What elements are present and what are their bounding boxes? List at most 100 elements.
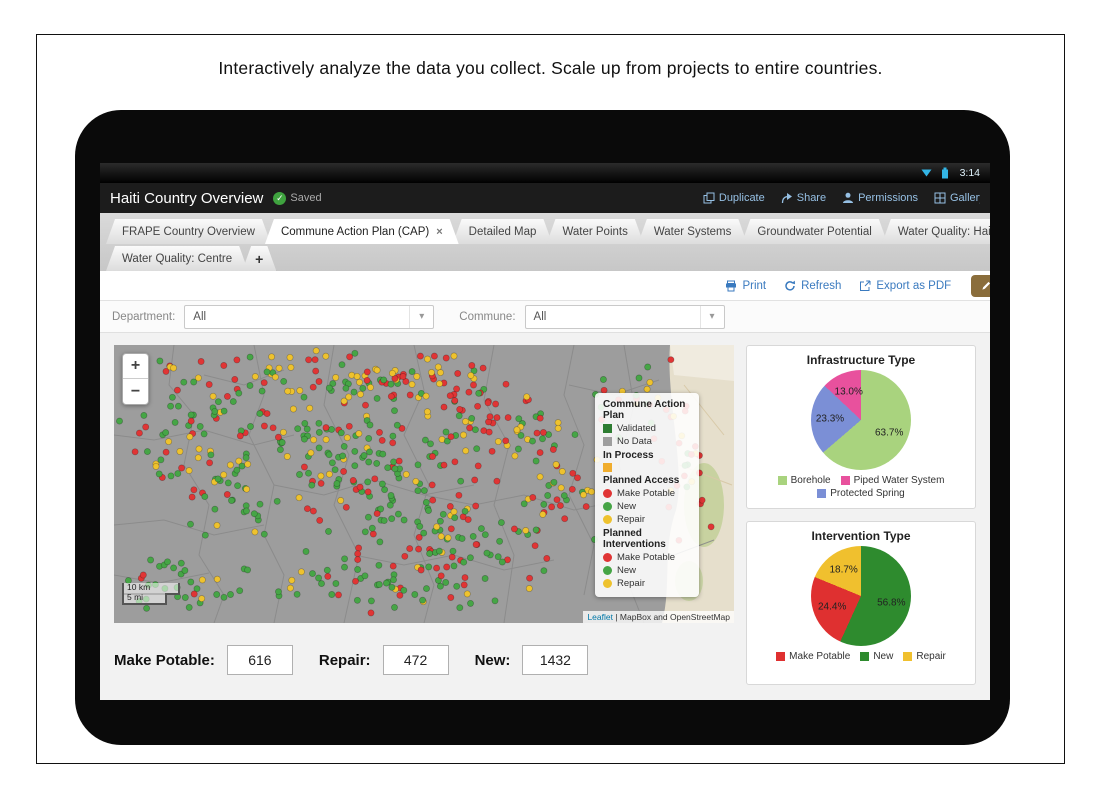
wifi-icon	[921, 169, 932, 177]
chart-legend: Make Potable New Repair	[776, 651, 946, 662]
zoom-control: + −	[122, 353, 149, 405]
app-header: Haiti Country Overview ✓ Saved Duplicate…	[100, 183, 990, 213]
tab-commune-action-plan[interactable]: Commune Action Plan (CAP) ×	[265, 219, 459, 244]
tab-detailed-map[interactable]: Detailed Map	[453, 219, 553, 244]
commune-value: All	[533, 310, 547, 323]
legend-swatch	[817, 489, 827, 498]
chevron-down-icon: ▾	[409, 305, 433, 328]
map-scale: 10 km 5 mi	[122, 583, 180, 605]
pie-percent-label: 56.8%	[877, 597, 906, 609]
commune-select[interactable]: All ▾	[524, 304, 725, 329]
legend-item-pa-repair: Repair	[603, 514, 691, 525]
legend-item-pa-new: New	[603, 501, 691, 512]
legend-label: Borehole	[790, 475, 831, 486]
legend-title-in-process: In Process	[603, 450, 654, 461]
pie-percent-label: 63.7%	[874, 427, 904, 439]
print-label: Print	[742, 279, 767, 292]
stat-new: New: 1432	[475, 645, 589, 675]
pie-percent-label: 18.7%	[829, 564, 858, 576]
legend-dot	[603, 553, 612, 562]
export-pdf-label: Export as PDF	[876, 279, 952, 292]
duplicate-button[interactable]: Duplicate	[703, 192, 765, 204]
zoom-out-button[interactable]: −	[130, 382, 141, 400]
add-tab-icon: +	[255, 250, 264, 267]
pie-legend-item: Make Potable	[776, 651, 850, 662]
battery-icon	[941, 167, 948, 179]
legend-label: Repair	[617, 578, 645, 589]
tab-label: Water Quality: Haiti	[897, 225, 990, 238]
status-bar: 3:14	[100, 163, 990, 183]
tab-label: Water Points	[562, 225, 628, 238]
legend-label: Protected Spring	[830, 488, 905, 499]
legend-title-planned-interventions: Planned Interventions	[603, 528, 666, 550]
saved-check-icon: ✓	[273, 191, 287, 205]
stats-row: Make Potable: 616 Repair: 472 New: 1432	[114, 645, 734, 675]
permissions-label: Permissions	[858, 192, 918, 204]
legend-dot	[603, 502, 612, 511]
legend-dot	[603, 489, 612, 498]
department-select[interactable]: All ▾	[184, 304, 435, 329]
tab-label: Detailed Map	[468, 225, 537, 238]
legend-label: Make Potable	[617, 552, 676, 563]
legend-title-planned-access: Planned Access	[603, 475, 680, 486]
leaflet-link[interactable]: Leaflet	[587, 612, 613, 622]
legend-label: Repair	[617, 514, 645, 525]
tab-water-quality-centre[interactable]: Water Quality: Centre	[106, 246, 248, 271]
add-tab-button[interactable]: +	[242, 246, 276, 271]
pie-percent-label: 13.0%	[834, 386, 863, 398]
share-button[interactable]: Share	[781, 192, 826, 204]
intervention-pie-chart: 56.8% 24.4% 18.7%	[811, 546, 911, 646]
stat-label: Make Potable:	[114, 651, 215, 669]
pie-legend-item: Protected Spring	[817, 488, 905, 499]
share-icon	[781, 193, 792, 204]
stat-value: 472	[382, 645, 449, 675]
charts-column: Infrastructure Type 63.7% 23.3% 13.0% Bore…	[746, 345, 976, 688]
map-markers	[116, 347, 715, 617]
tab-water-quality-haiti[interactable]: Water Quality: Haiti	[882, 219, 990, 244]
tab-groundwater-potential[interactable]: Groundwater Potential	[741, 219, 887, 244]
pie-percent-label: 23.3%	[815, 413, 845, 425]
legend-label: New	[617, 501, 637, 512]
pencil-icon	[982, 281, 990, 290]
tab-frape-country-overview[interactable]: FRAPE Country Overview	[106, 219, 271, 244]
legend-item-in-process	[603, 463, 691, 472]
print-button[interactable]: Print	[725, 280, 766, 292]
saved-status: ✓ Saved	[273, 191, 322, 205]
scale-mi: 5 mi	[122, 593, 167, 605]
permissions-button[interactable]: Permissions	[842, 192, 918, 204]
export-pdf-button[interactable]: Export as PDF	[859, 280, 951, 292]
department-value: All	[193, 310, 207, 323]
legend-label: Validated	[617, 423, 656, 434]
tab-water-points[interactable]: Water Points	[546, 219, 643, 244]
stat-value: 616	[226, 645, 293, 675]
legend-label: Make Potable	[789, 651, 851, 662]
legend-swatch	[777, 476, 787, 485]
export-icon	[860, 280, 871, 291]
tab-water-systems[interactable]: Water Systems	[638, 219, 748, 244]
zoom-in-button[interactable]: +	[123, 354, 148, 379]
tab-label: Commune Action Plan (CAP)	[280, 225, 430, 238]
gallery-button[interactable]: Gallery	[934, 192, 980, 204]
legend-swatch	[903, 652, 913, 661]
legend-label: New	[617, 565, 637, 576]
edit-button[interactable]: Edit	[971, 274, 990, 297]
attribution-credits: MapBox and OpenStreetMap	[619, 612, 730, 622]
infrastructure-type-card: Infrastructure Type 63.7% 23.3% 13.0% Bore…	[746, 345, 976, 509]
stat-make-potable: Make Potable: 616	[114, 645, 293, 675]
department-label: Department:	[112, 310, 176, 323]
refresh-button[interactable]: Refresh	[784, 280, 841, 292]
print-icon	[726, 280, 737, 291]
legend-label: No Data	[617, 436, 652, 447]
duplicate-icon	[703, 192, 715, 204]
legend-dot	[603, 579, 612, 588]
gallery-label: Gallery	[950, 192, 980, 204]
legend-dot	[603, 566, 612, 575]
tab-close-icon[interactable]: ×	[436, 225, 443, 238]
chart-title: Infrastructure Type	[806, 353, 916, 367]
map-canvas[interactable]: + − Commune Action Plan Validated	[114, 345, 734, 623]
toolbar: Print Refresh Export as PDF Edit	[100, 271, 990, 301]
chevron-down-icon: ▾	[699, 305, 724, 328]
legend-swatch	[603, 424, 612, 433]
tab-label: Water Systems	[653, 225, 732, 238]
